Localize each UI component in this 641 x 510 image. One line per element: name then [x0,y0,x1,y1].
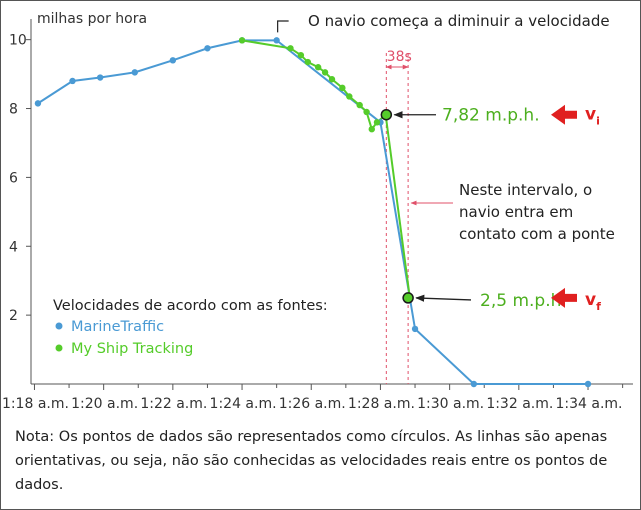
x-tick-label: 1:32 a.m. [486,396,553,412]
marinetraffic-point [34,100,42,107]
y-axis-label: milhas por hora [37,11,147,27]
y-tick-label: 4 [9,239,18,255]
myshiptracking-point [368,125,375,133]
annotations-layer: O navio começa a diminuir a velocidade Ne… [277,12,615,313]
vf-highlight-point [402,292,414,304]
myshiptracking-point [363,108,370,116]
y-tick-label: 6 [9,170,18,186]
x-tick-label: 1:22 a.m. [140,396,207,412]
y-tick-label: 8 [9,102,18,118]
myshiptracking-point [304,58,311,66]
vf-value: 2,5 m.p.h. [480,291,567,311]
x-tick-label: 1:20 a.m. [71,396,138,412]
footnote: Nota: Os pontos de dados são representad… [15,429,608,493]
marinetraffic-point [96,74,104,81]
slowdown-annotation: O navio começa a diminuir a velocidade [308,12,610,30]
x-tick-label: 1:28 a.m. [348,396,415,412]
myshiptracking-point [287,45,294,52]
y-tick-label: 2 [9,308,18,324]
legend-swatch [55,322,63,330]
legend-entry: My Ship Tracking [71,341,193,357]
interval-marker: 38s [385,49,412,384]
interval-note-line: navio entra em [459,203,573,221]
myshiptracking-point [346,93,353,100]
marinetraffic-point [273,37,280,44]
interval-note-line: contato com a ponte [459,225,615,243]
vi-value: 7,82 m.p.h. [442,106,540,126]
x-tick-label: 1:30 a.m. [417,396,484,412]
myshiptracking-point [373,119,381,126]
legend-swatch [55,344,63,352]
vi-subscript: i [596,115,600,128]
myshiptracking-point [356,101,363,109]
marinetraffic-point [470,380,478,388]
marinetraffic-point [169,57,177,64]
myshiptracking-point [297,51,305,59]
vf-subscript: f [596,300,601,313]
x-tick-label: 1:18 a.m. [2,396,69,412]
vf-arrow [415,294,472,302]
marinetraffic-line [37,39,589,385]
myshiptracking-point [321,69,329,76]
interval-label: 38s [387,49,412,65]
myshiptracking-point [328,76,336,83]
vi-symbol: vi [585,105,600,128]
legend-title: Velocidades de acordo com as fontes: [53,298,328,314]
y-tick-label: 10 [9,33,27,49]
myshiptracking-point [339,84,346,92]
x-tick-label: 1:26 a.m. [279,396,346,412]
slowdown-leader [277,20,289,33]
vf-symbol: vf [585,290,601,313]
marinetraffic-point [131,69,138,76]
vf-red-arrow-icon [551,287,577,308]
vi-red-arrow-icon [551,104,577,125]
marinetraffic-point [584,380,592,388]
myshiptracking-point [238,37,246,44]
myshiptracking-point [314,64,322,71]
interval-note-line: Neste intervalo, o [459,181,592,199]
legend: Velocidades de acordo com as fontes: Mari… [53,298,328,357]
x-tick-label: 1:34 a.m. [556,396,623,412]
marinetraffic-point [411,325,419,333]
marinetraffic-point [204,45,211,52]
vi-highlight-point [380,108,393,121]
legend-entry: MarineTraffic [71,319,164,335]
x-tick-label: 1:24 a.m. [210,396,277,412]
marinetraffic-point [69,77,76,85]
